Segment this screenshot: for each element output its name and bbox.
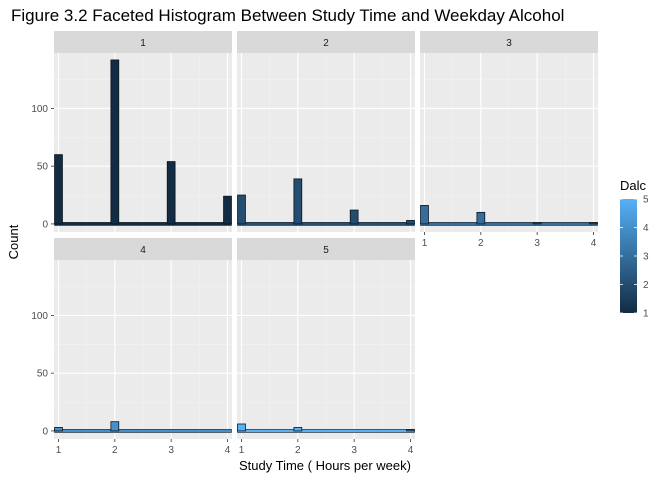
histogram-bar: [110, 421, 120, 432]
x-axis-title: Study Time ( Hours per week): [239, 458, 411, 473]
facet-strip: [420, 31, 598, 53]
legend-colorbar: [620, 199, 637, 313]
facet-panel-1: 1 0 50 100: [31, 31, 232, 232]
x-tick-label: 2: [112, 445, 118, 456]
x-tick-label: 1: [239, 445, 245, 456]
x-tick-label: 1: [422, 238, 428, 249]
histogram-bar: [349, 209, 359, 225]
x-tick-label: 3: [168, 445, 174, 456]
legend-title: Dalc: [620, 178, 647, 193]
histogram-bar: [406, 429, 415, 432]
chart-title: Figure 3.2 Faceted Histogram Between Stu…: [11, 6, 564, 25]
histogram-bar: [420, 205, 429, 225]
x-tick-label: 2: [295, 445, 301, 456]
facet-panel-4: 4 0 50 100 1 2 3 4: [31, 238, 232, 456]
histogram-bar: [293, 427, 303, 432]
histogram-bar: [237, 194, 246, 225]
legend-tick-label: 4: [643, 223, 649, 234]
facet-strip-label: 4: [140, 245, 146, 256]
color-legend: Dalc 1 2 3 4 5: [620, 178, 649, 320]
histogram-bar: [476, 211, 486, 225]
x-tick-label: 3: [351, 445, 357, 456]
facet-strip: [237, 31, 415, 53]
y-axis-title: Count: [6, 224, 21, 259]
x-tick-label: 2: [478, 238, 484, 249]
histogram-bar: [406, 220, 415, 225]
histogram-baseline: [237, 429, 415, 433]
facet-strip-label: 2: [323, 38, 329, 49]
facet-strip-label: 1: [140, 38, 146, 49]
x-tick-label: 4: [408, 445, 414, 456]
histogram-bar: [589, 222, 598, 225]
facet-strip-label: 5: [323, 245, 329, 256]
histogram-bar: [54, 427, 63, 432]
y-tick-label: 0: [42, 426, 48, 437]
histogram-bar: [293, 178, 303, 225]
y-tick-label: 50: [37, 162, 49, 173]
histogram-baseline: [237, 222, 415, 226]
facet-panel-5: 5 1 2 3 4: [237, 238, 415, 456]
legend-tick-label: 2: [643, 280, 649, 291]
x-tick-label: 3: [534, 238, 540, 249]
y-tick-label: 100: [31, 311, 48, 322]
histogram-bar: [166, 161, 176, 225]
facet-strip: [54, 31, 232, 53]
facet-panel-2: 2: [237, 31, 415, 232]
histogram-baseline: [54, 429, 232, 433]
y-tick-label: 100: [31, 104, 48, 115]
y-tick-label: 0: [42, 219, 48, 230]
histogram-baseline: [54, 222, 232, 226]
facet-strip: [237, 238, 415, 260]
x-tick-label: 4: [225, 445, 231, 456]
x-tick-label: 4: [591, 238, 597, 249]
histogram-baseline: [420, 222, 598, 226]
facet-strip-label: 3: [506, 38, 512, 49]
x-tick-label: 1: [56, 445, 62, 456]
facet-panel-3: 3 1 2 3 4: [420, 31, 598, 249]
legend-ticks: 1 2 3 4 5: [620, 195, 649, 320]
histogram-bar: [223, 195, 232, 225]
legend-tick-label: 5: [643, 195, 649, 206]
facet-strip: [54, 238, 232, 260]
histogram-bar: [532, 222, 542, 225]
legend-tick-label: 1: [643, 309, 649, 320]
legend-tick-label: 3: [643, 252, 649, 263]
histogram-bar: [54, 154, 63, 225]
y-tick-label: 50: [37, 369, 49, 380]
histogram-bar: [237, 423, 246, 432]
histogram-bar: [110, 59, 120, 225]
